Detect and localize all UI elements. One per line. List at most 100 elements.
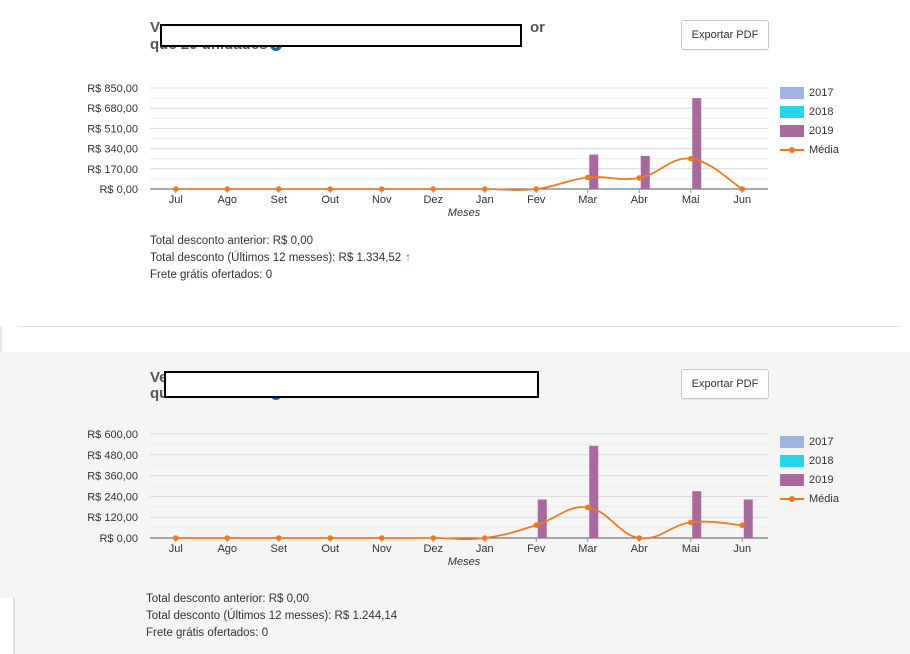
export-pdf-button[interactable]: Exportar PDF: [681, 20, 769, 50]
summary-block: Total desconto anterior: R$ 0,00 Total d…: [150, 233, 411, 284]
x-tick-label: Out: [321, 194, 339, 206]
x-axis-title: Meses: [448, 556, 481, 568]
chart-legend: 2017 2018 2019 Média: [780, 83, 839, 159]
summary-total-discount-text: Total desconto (Últimos 12 messes): R$ 1…: [146, 610, 398, 622]
x-tick-label: Mai: [682, 543, 700, 555]
summary-free-shipping: Frete grátis ofertados: 0: [146, 627, 269, 639]
x-tick-label: Fev: [527, 194, 546, 206]
average-point-Jan: [481, 535, 488, 541]
average-point-Ago: [224, 186, 231, 192]
average-point-Jan: [481, 186, 488, 192]
average-point-Jul: [172, 186, 179, 192]
average-point-Dez: [430, 186, 437, 192]
average-point-Ago: [224, 535, 231, 541]
legend-label: Média: [809, 143, 839, 156]
arrow-up-icon: ↑: [405, 252, 411, 264]
average-point-Abr: [636, 175, 643, 181]
legend-label: 2018: [809, 105, 834, 118]
x-tick-label: Nov: [372, 543, 392, 555]
chart-1: R$ 850,00 R$ 680,00 R$ 510,00 R$ 340,00 R$ 1…: [87, 83, 768, 219]
average-point-Fev: [533, 522, 540, 528]
x-axis-title: Meses: [448, 207, 481, 219]
summary-total-discount: Total desconto (Últimos 12 messes): R$ 1…: [146, 608, 397, 625]
legend-line-swatch: [780, 144, 804, 156]
redaction-box: [160, 24, 522, 47]
chart-2: R$ 600,00 R$ 480,00 R$ 360,00 R$ 240,00 R$ 1…: [87, 429, 768, 568]
y-tick-label: R$ 680,00: [87, 103, 138, 115]
export-pdf-button[interactable]: Exportar PDF: [681, 369, 769, 399]
x-tick-label: Set: [270, 194, 287, 206]
legend-item-2017[interactable]: 2017: [780, 83, 839, 102]
average-point-Mar: [584, 174, 591, 181]
average-point-Set: [275, 535, 282, 541]
average-point-Jul: [172, 535, 179, 541]
legend-swatch-2018: [780, 105, 804, 118]
legend-item-2018[interactable]: 2018: [780, 451, 839, 470]
panel-title-start: Ve: [150, 369, 168, 386]
x-tick-label: Nov: [372, 194, 392, 206]
x-tick-label: Ago: [217, 194, 237, 206]
y-tick-label: R$ 340,00: [87, 144, 138, 156]
x-tick-label: Jul: [169, 543, 183, 555]
x-tick-label: Ago: [217, 543, 237, 555]
average-point-Nov: [378, 186, 385, 192]
legend-swatch-2017: [780, 86, 804, 99]
panel-title-tail: or: [530, 19, 545, 36]
bar-2019-Abr: [640, 155, 650, 189]
summary-block: Total desconto anterior: R$ 0,00 Total d…: [146, 591, 397, 642]
legend-item-media[interactable]: Média: [780, 489, 839, 508]
legend-item-media[interactable]: Média: [780, 140, 839, 159]
bar-2019-Fev: [537, 499, 547, 538]
legend-item-2019[interactable]: 2019: [780, 121, 839, 140]
legend-line-swatch: [780, 493, 804, 505]
x-tick-label: Mai: [682, 194, 700, 206]
chart-panel-1: Ve or que 20 unidadesi Exportar PDF R$ 8…: [0, 0, 910, 326]
bar-2019-Mai: [692, 98, 702, 189]
y-tick-label: R$ 120,00: [87, 512, 138, 524]
average-point-Out: [327, 535, 334, 541]
legend-label: 2019: [809, 473, 834, 486]
x-tick-label: Abr: [631, 543, 648, 555]
legend-item-2018[interactable]: 2018: [780, 102, 839, 121]
x-tick-label: Dez: [423, 194, 443, 206]
legend-label: 2019: [809, 124, 834, 137]
x-tick-label: Fev: [527, 543, 546, 555]
legend-label: 2017: [809, 435, 834, 448]
window-left-edge: [0, 0, 2, 654]
bar-2019-Mar: [589, 154, 599, 189]
summary-previous-discount: Total desconto anterior: R$ 0,00: [150, 235, 314, 247]
y-tick-label: R$ 510,00: [87, 123, 138, 135]
y-tick-label: R$ 600,00: [87, 429, 138, 441]
legend-item-2019[interactable]: 2019: [780, 470, 839, 489]
y-tick-label: R$ 0,00: [99, 184, 138, 196]
chart-panel-2: Ve que 10 unidadesi Exportar PDF R$ 600,…: [0, 352, 910, 654]
legend-label: 2017: [809, 86, 834, 99]
y-tick-label: R$ 0,00: [99, 533, 138, 545]
summary-previous-discount: Total desconto anterior: R$ 0,00: [146, 593, 310, 605]
average-line: [175, 506, 743, 541]
average-point-Abr: [636, 535, 643, 541]
x-tick-label: Out: [321, 543, 339, 555]
average-point-Out: [327, 186, 334, 192]
bar-2019-Mai: [692, 491, 702, 538]
x-tick-label: Jan: [476, 194, 494, 206]
average-point-Jun: [739, 522, 746, 528]
bottom-left-gap: [0, 598, 13, 654]
panel-divider: [18, 326, 900, 327]
x-tick-label: Jun: [733, 543, 751, 555]
x-tick-label: Jul: [169, 194, 183, 206]
legend-label: Média: [809, 492, 839, 505]
legend-swatch-2017: [780, 435, 804, 448]
x-tick-label: Abr: [631, 194, 648, 206]
legend-swatch-2019: [780, 124, 804, 137]
y-tick-label: R$ 850,00: [87, 83, 138, 95]
average-point-Nov: [378, 535, 385, 541]
x-tick-label: Jun: [733, 194, 751, 206]
legend-item-2017[interactable]: 2017: [780, 432, 839, 451]
summary-total-discount-text: Total desconto (Últimos 12 messes): R$ 1…: [150, 252, 402, 264]
y-tick-label: R$ 170,00: [87, 164, 138, 176]
x-tick-label: Mar: [578, 543, 597, 555]
legend-swatch-2019: [780, 473, 804, 486]
y-tick-label: R$ 360,00: [87, 471, 138, 483]
average-point-Mai: [687, 519, 694, 526]
